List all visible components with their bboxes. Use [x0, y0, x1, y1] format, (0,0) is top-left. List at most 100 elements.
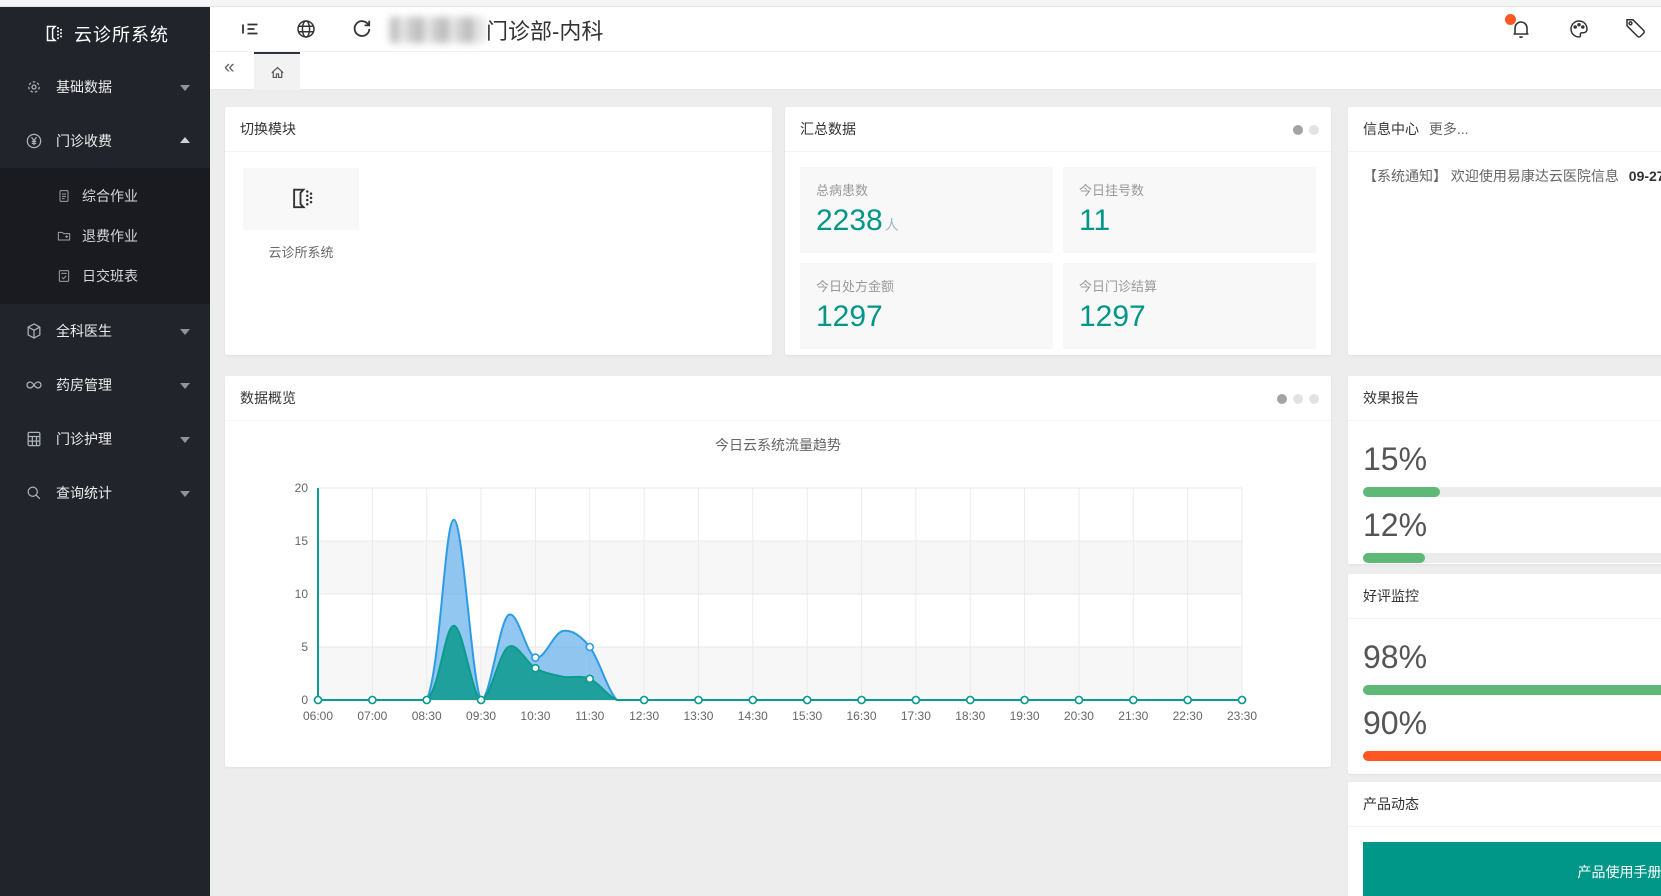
redacted-org-name [390, 17, 484, 43]
notice-tag: 【系统通知】 [1363, 168, 1447, 184]
stat-suffix: 人 [884, 217, 899, 233]
stat-tile: 总病患数 2238 人 [800, 167, 1053, 253]
tab-home[interactable] [254, 52, 300, 90]
notice-list: 【系统通知】 欢迎使用易康达云医院信息 09-27 [1348, 152, 1661, 200]
notice-item[interactable]: 【系统通知】 欢迎使用易康达云医院信息 09-27 [1348, 152, 1661, 200]
sidebar-subitem-label: 综合作业 [82, 188, 138, 204]
card-info-center: 信息中心 更多... 【系统通知】 欢迎使用易康达云医院信息 09-27 [1348, 107, 1661, 355]
stat-label: 今日门诊结算 [1079, 279, 1158, 294]
svg-text:12:30: 12:30 [629, 709, 659, 723]
card-title-summary: 汇总数据 [785, 107, 1331, 152]
module-tile-clinic[interactable] [243, 168, 359, 230]
sidebar-menu: 基础数据 门诊收费 综合作业 退费作业 日交班表 全科医生 药房管理 门诊护理 … [0, 60, 210, 520]
carousel-dot[interactable] [1277, 394, 1287, 404]
product-manual-button[interactable]: 产品使用手册 [1363, 842, 1661, 896]
yen-icon [24, 131, 44, 151]
stat-tile: 今日门诊结算 1297 [1063, 263, 1316, 349]
grid-icon [24, 429, 44, 449]
svg-text:19:30: 19:30 [1010, 709, 1040, 723]
stat-value: 1297 [1079, 300, 1146, 333]
card-product-news: 产品动态 产品使用手册 [1348, 782, 1661, 896]
sidebar-item-label: 药房管理 [56, 377, 112, 393]
svg-text:23:30: 23:30 [1227, 709, 1257, 723]
progress-track [1363, 685, 1661, 695]
progress-value: 12% [1363, 507, 1428, 543]
stat-label: 今日处方金额 [816, 279, 895, 294]
sidebar-item-4[interactable]: 门诊护理 [0, 412, 210, 466]
sidebar-item-3[interactable]: 药房管理 [0, 358, 210, 412]
palette-icon[interactable] [1567, 17, 1591, 41]
card-title-product-news: 产品动态 [1348, 782, 1661, 827]
sidebar-subitem[interactable]: 日交班表 [0, 256, 210, 296]
carousel-dot[interactable] [1293, 125, 1303, 135]
sidebar-item-2[interactable]: 全科医生 [0, 304, 210, 358]
carousel-dot[interactable] [1309, 125, 1319, 135]
app-title: 云诊所系统 [74, 24, 169, 45]
card-title-effect-report: 效果报告 [1348, 376, 1661, 421]
info-more-link[interactable]: 更多... [1428, 121, 1469, 137]
bell-badge [1505, 14, 1516, 25]
traffic-trend-chart: 0 5 10 15 20 06:00 07:00 08:30 09:30 10:30 11:30 12… [295, 481, 1258, 723]
collapse-menu-icon[interactable] [238, 17, 262, 41]
sidebar-item-label: 门诊收费 [56, 133, 112, 149]
chart-title: 今日云系统流量趋势 [715, 437, 841, 453]
topbar: 门诊部-内科 [210, 7, 1661, 52]
doc-icon [56, 188, 72, 204]
folder-icon [56, 228, 72, 244]
app-logo[interactable]: 云诊所系统 [0, 7, 210, 60]
sidebar-subitem[interactable]: 综合作业 [0, 176, 210, 216]
cube-icon [24, 321, 44, 341]
tag-icon[interactable] [1623, 17, 1647, 41]
stat-tile: 今日挂号数 11 [1063, 167, 1316, 253]
praise-monitor-bars: 98% 90% [1348, 619, 1661, 771]
sidebar-subitem[interactable]: 退费作业 [0, 216, 210, 256]
stat-tile: 今日处方金额 1297 [800, 263, 1053, 349]
gear-icon [24, 77, 44, 97]
svg-text:08:30: 08:30 [412, 709, 442, 723]
svg-text:20:30: 20:30 [1064, 709, 1094, 723]
progress-track [1363, 553, 1661, 563]
chevron-down-icon [180, 329, 190, 335]
svg-text:5: 5 [301, 640, 308, 654]
card-switch-module: 切换模块 云诊所系统 [225, 107, 772, 355]
chevron-down-icon [180, 383, 190, 389]
sidebar-item-5[interactable]: 查询统计 [0, 466, 210, 520]
progress-fill [1363, 685, 1661, 695]
stat-label: 总病患数 [816, 183, 869, 198]
sidebar-item-label: 基础数据 [56, 79, 112, 95]
carousel-dot[interactable] [1293, 394, 1303, 404]
svg-text:10: 10 [295, 587, 309, 601]
chevron-down-icon [180, 437, 190, 443]
stat-value: 2238 人 [816, 204, 899, 237]
progress-fill [1363, 487, 1440, 497]
infinity-icon [24, 375, 44, 395]
effect-report-bars: 15% 12% [1348, 421, 1661, 573]
card-title-praise-monitor: 好评监控 [1348, 574, 1661, 619]
tabs-collapse-icon[interactable]: « [224, 57, 235, 78]
progress-track [1363, 487, 1661, 497]
svg-text:18:30: 18:30 [955, 709, 985, 723]
chevron-down-icon [180, 491, 190, 497]
progress-fill [1363, 553, 1425, 563]
svg-text:09:30: 09:30 [466, 709, 496, 723]
svg-text:20: 20 [295, 481, 309, 495]
home-icon [269, 64, 286, 81]
sidebar-item-1[interactable]: 门诊收费 [0, 114, 210, 168]
card-summary: 汇总数据 总病患数 2238 人 今日挂号数 11 今日处方金额 1297 今日门… [785, 107, 1331, 355]
progress-track [1363, 751, 1661, 761]
refresh-icon[interactable] [350, 17, 374, 41]
bell-icon[interactable] [1505, 14, 1533, 41]
sidebar-item-0[interactable]: 基础数据 [0, 60, 210, 114]
stat-label: 今日挂号数 [1079, 183, 1145, 198]
carousel-dot[interactable] [1309, 394, 1319, 404]
chevron-down-icon [180, 85, 190, 91]
page-title-text: 门诊部-内科 [486, 19, 604, 44]
sidebar-item-label: 全科医生 [56, 323, 112, 339]
svg-text:10:30: 10:30 [520, 709, 550, 723]
globe-icon[interactable] [294, 17, 318, 41]
svg-text:13:30: 13:30 [683, 709, 713, 723]
sidebar-subitem-label: 日交班表 [82, 268, 138, 284]
svg-text:22:30: 22:30 [1173, 709, 1203, 723]
sidebar-submenu: 综合作业 退费作业 日交班表 [0, 168, 210, 304]
